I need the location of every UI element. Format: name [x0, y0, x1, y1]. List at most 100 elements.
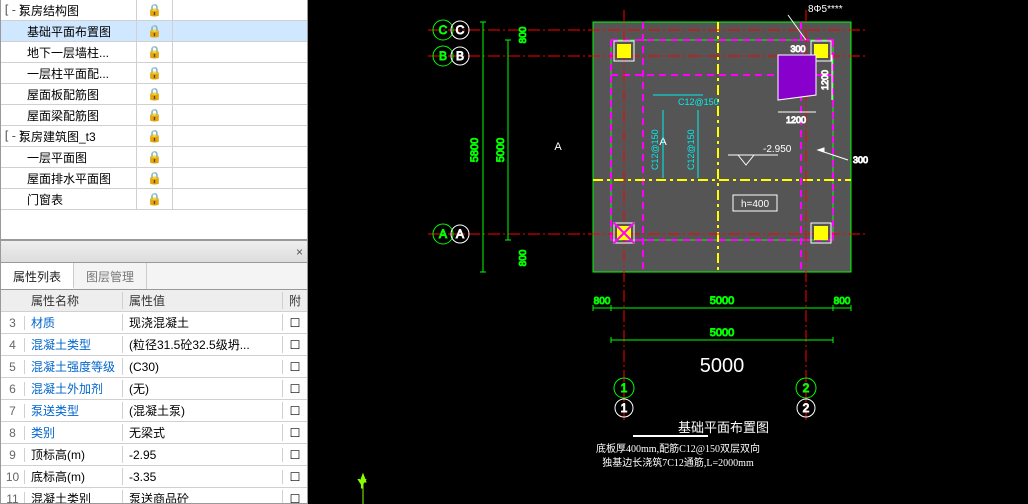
prop-row[interactable]: 5混凝土强度等级(C30)☐ — [1, 356, 307, 378]
svg-text:800: 800 — [594, 296, 611, 307]
prop-value[interactable]: 现浇混凝土 — [123, 314, 283, 331]
prop-value[interactable]: 无梁式 — [123, 424, 283, 441]
tree-item[interactable]: [-]泵房结构图 🔒 — [1, 0, 307, 21]
prop-ext-checkbox[interactable]: ☐ — [283, 360, 307, 374]
prop-header-value: 属性值 — [123, 292, 283, 309]
svg-text:A: A — [554, 141, 562, 153]
prop-ext-checkbox[interactable]: ☐ — [283, 426, 307, 440]
lock-icon[interactable]: 🔒 — [137, 63, 173, 83]
lock-icon[interactable]: 🔒 — [137, 84, 173, 104]
prop-row[interactable]: 7泵送类型(混凝土泵)☐ — [1, 400, 307, 422]
svg-text:B: B — [439, 49, 447, 63]
tree-item[interactable]: 屋面排水平面图🔒 — [1, 168, 307, 189]
svg-text:C: C — [439, 23, 448, 37]
close-icon[interactable]: × — [296, 245, 303, 259]
svg-text:1200: 1200 — [820, 70, 830, 90]
prop-row-index: 7 — [1, 404, 25, 418]
tab-properties[interactable]: 属性列表 — [1, 263, 74, 289]
lock-icon[interactable]: 🔒 — [137, 126, 173, 146]
svg-text:1200: 1200 — [786, 115, 806, 125]
prop-ext-checkbox[interactable]: ☐ — [283, 448, 307, 462]
prop-name: 类别 — [25, 424, 123, 441]
prop-value[interactable]: -2.95 — [123, 448, 283, 462]
prop-value[interactable]: (粒径31.5砼32.5级坍... — [123, 336, 283, 353]
prop-row[interactable]: 8类别无梁式☐ — [1, 422, 307, 444]
prop-value[interactable]: (C30) — [123, 360, 283, 374]
svg-text:300: 300 — [790, 44, 805, 54]
prop-value[interactable]: (混凝土泵) — [123, 402, 283, 419]
prop-value[interactable]: 泵送商品砼 — [123, 490, 283, 504]
prop-row-index: 8 — [1, 426, 25, 440]
tree-item[interactable]: 一层柱平面配... 🔒 — [1, 63, 307, 84]
lock-icon[interactable]: 🔒 — [137, 105, 173, 125]
tree-item[interactable]: 屋面板配筋图 🔒 — [1, 84, 307, 105]
prop-name: 顶标高(m) — [25, 446, 123, 463]
prop-ext-checkbox[interactable]: ☐ — [283, 382, 307, 396]
prop-row[interactable]: 10底标高(m)-3.35☐ — [1, 466, 307, 488]
prop-ext-checkbox[interactable]: ☐ — [283, 470, 307, 484]
svg-text:C12@150: C12@150 — [686, 129, 696, 170]
prop-ext-checkbox[interactable]: ☐ — [283, 338, 307, 352]
tree-item[interactable]: [-]泵房建筑图_t3🔒 — [1, 126, 307, 147]
svg-text:基础平面布置图: 基础平面布置图 — [678, 420, 769, 435]
lock-icon[interactable]: 🔒 — [137, 0, 173, 20]
svg-text:B: B — [456, 49, 464, 63]
prop-value[interactable]: -3.35 — [123, 470, 283, 484]
svg-text:800: 800 — [834, 296, 851, 307]
prop-row[interactable]: 6混凝土外加剂(无)☐ — [1, 378, 307, 400]
svg-text:5000: 5000 — [700, 355, 745, 377]
lock-icon[interactable]: 🔒 — [137, 147, 173, 167]
prop-row-index: 10 — [1, 470, 25, 484]
prop-row[interactable]: 3材质现浇混凝土☐ — [1, 312, 307, 334]
svg-text:5800: 5800 — [469, 138, 481, 162]
svg-text:底板厚400mm,配筋C12@150双层双向: 底板厚400mm,配筋C12@150双层双向 — [596, 442, 760, 455]
prop-ext-checkbox[interactable]: ☐ — [283, 316, 307, 330]
svg-text:C: C — [456, 23, 465, 37]
drawing-tree[interactable]: [-]泵房结构图🔒基础平面布置图🔒地下一层墙柱...🔒一层柱平面配...🔒屋面板… — [0, 0, 308, 240]
prop-name: 材质 — [25, 314, 123, 331]
prop-row-index: 9 — [1, 448, 25, 462]
svg-text:-2.950: -2.950 — [763, 144, 792, 155]
tree-item-label: 屋面板配筋图 — [17, 86, 99, 103]
expand-icon[interactable]: [-] — [3, 3, 17, 17]
tree-item-label: 屋面梁配筋图 — [17, 107, 99, 124]
tree-item-label: 门窗表 — [17, 191, 63, 208]
prop-row-index: 6 — [1, 382, 25, 396]
cad-canvas[interactable]: A B C 1 2 A B C 1 2 5800 5000 800 8 — [308, 0, 1028, 504]
lock-icon[interactable]: 🔒 — [137, 42, 173, 62]
prop-row[interactable]: 4混凝土类型(粒径31.5砼32.5级坍...☐ — [1, 334, 307, 356]
svg-text:A: A — [456, 227, 464, 241]
tree-item[interactable]: 地下一层墙柱...🔒 — [1, 42, 307, 63]
prop-name: 混凝土类型 — [25, 336, 123, 353]
expand-icon[interactable]: [-] — [3, 129, 17, 143]
lock-icon[interactable]: 🔒 — [137, 189, 173, 209]
prop-row-index: 4 — [1, 338, 25, 352]
prop-value[interactable]: (无) — [123, 380, 283, 397]
tree-item-label: 一层柱平面配... — [17, 65, 109, 82]
tree-item[interactable]: 门窗表 🔒 — [1, 189, 307, 210]
prop-ext-checkbox[interactable]: ☐ — [283, 492, 307, 504]
svg-text:5000: 5000 — [495, 138, 507, 162]
lock-icon[interactable]: 🔒 — [137, 168, 173, 188]
tree-item[interactable]: 屋面梁配筋图 🔒 — [1, 105, 307, 126]
prop-row[interactable]: 11混凝土类别泵送商品砼☐ — [1, 488, 307, 504]
properties-panel-header: × — [0, 240, 308, 262]
tree-item[interactable]: 一层平面图🔒 — [1, 147, 307, 168]
sump-pit — [778, 55, 816, 100]
svg-text:5000: 5000 — [710, 327, 734, 339]
prop-ext-checkbox[interactable]: ☐ — [283, 404, 307, 418]
prop-header-name: 属性名称 — [25, 292, 123, 309]
svg-text:1: 1 — [621, 381, 628, 395]
svg-text:800: 800 — [518, 249, 529, 266]
prop-row[interactable]: 9顶标高(m)-2.95☐ — [1, 444, 307, 466]
lock-icon[interactable]: 🔒 — [137, 21, 173, 41]
tree-item-label: 泵房结构图 — [17, 2, 79, 19]
tab-layers[interactable]: 图层管理 — [74, 263, 147, 289]
tree-item[interactable]: 基础平面布置图🔒 — [1, 21, 307, 42]
svg-text:800: 800 — [518, 26, 529, 43]
svg-text:独基边长浇筑7C12通筋,L=2000mm: 独基边长浇筑7C12通筋,L=2000mm — [602, 456, 754, 469]
svg-text:2: 2 — [803, 381, 810, 395]
svg-text:Y: Y — [358, 477, 366, 491]
svg-text:2: 2 — [803, 401, 810, 415]
svg-text:8Φ5****: 8Φ5**** — [808, 4, 843, 15]
